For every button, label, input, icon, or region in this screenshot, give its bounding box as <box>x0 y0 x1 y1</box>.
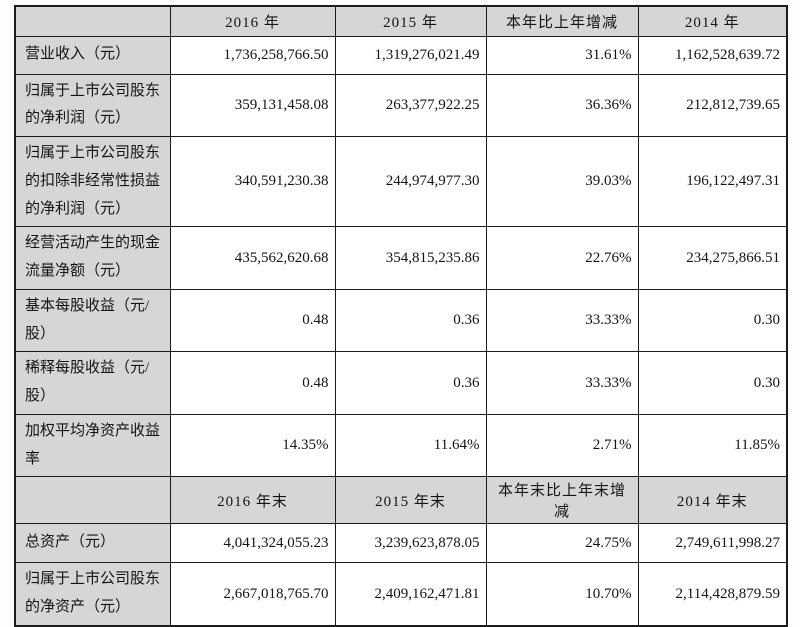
col-header-2015-end: 2015 年末 <box>334 476 487 525</box>
value-change: 33.33% <box>485 351 639 415</box>
value-2014: 212,812,739.65 <box>637 73 788 137</box>
value-change: 24.75% <box>485 523 639 564</box>
row-label: 基本每股收益（元/股） <box>14 288 171 353</box>
col-header-2015: 2015 年 <box>334 5 487 37</box>
table-row-diluted-eps: 稀释每股收益（元/股） 0.48 0.36 33.33% 0.30 <box>14 351 788 415</box>
value-2014: 1,162,528,639.72 <box>637 35 788 75</box>
row-label: 总资产（元） <box>14 523 171 564</box>
value-2014: 2,749,611,998.27 <box>637 523 788 564</box>
financial-summary-table: 2016 年 2015 年 本年比上年增减 2014 年 营业收入（元） 1,7… <box>14 5 788 627</box>
col-header-2014-end: 2014 年末 <box>637 476 788 525</box>
value-change: 22.76% <box>485 226 639 290</box>
value-2015: 2,409,162,471.81 <box>334 562 487 627</box>
row-label: 归属于上市公司股东的扣除非经常性损益的净利润（元） <box>14 135 171 228</box>
table-row-net-assets: 归属于上市公司股东的净资产（元） 2,667,018,765.70 2,409,… <box>14 562 788 627</box>
value-2015: 1,319,276,021.49 <box>334 35 487 75</box>
value-2016: 2,667,018,765.70 <box>169 562 336 627</box>
value-2014: 0.30 <box>637 351 788 415</box>
value-2016: 0.48 <box>169 288 336 353</box>
value-2014: 11.85% <box>637 413 788 478</box>
value-change: 10.70% <box>485 562 639 627</box>
value-2015: 3,239,623,878.05 <box>334 523 487 564</box>
row-label: 经营活动产生的现金流量净额（元） <box>14 226 171 290</box>
col-header-year-end-change: 本年末比上年末增减 <box>485 476 639 525</box>
value-2015: 0.36 <box>334 288 487 353</box>
value-2016: 14.35% <box>169 413 336 478</box>
value-2016: 340,591,230.38 <box>169 135 336 228</box>
value-2014: 196,122,497.31 <box>637 135 788 228</box>
value-2016: 1,736,258,766.50 <box>169 35 336 75</box>
table-row-net-profit: 归属于上市公司股东的净利润（元） 359,131,458.08 263,377,… <box>14 73 788 137</box>
col-header-yoy-change: 本年比上年增减 <box>485 5 639 37</box>
value-2015: 11.64% <box>334 413 487 478</box>
value-2015: 0.36 <box>334 351 487 415</box>
row-label: 归属于上市公司股东的净资产（元） <box>14 562 171 627</box>
table-row-weighted-avg-roe: 加权平均净资产收益率 14.35% 11.64% 2.71% 11.85% <box>14 413 788 478</box>
col-header-2016: 2016 年 <box>169 5 336 37</box>
table-row-operating-cash-flow: 经营活动产生的现金流量净额（元） 435,562,620.68 354,815,… <box>14 226 788 290</box>
value-2015: 354,815,235.86 <box>334 226 487 290</box>
value-2016: 359,131,458.08 <box>169 73 336 137</box>
row-label: 稀释每股收益（元/股） <box>14 351 171 415</box>
header-row-year-end: 2016 年末 2015 年末 本年末比上年末增减 2014 年末 <box>14 476 788 525</box>
table-row-net-profit-excl-nonrecurring: 归属于上市公司股东的扣除非经常性损益的净利润（元） 340,591,230.38… <box>14 135 788 228</box>
row-label: 归属于上市公司股东的净利润（元） <box>14 73 171 137</box>
value-2015: 263,377,922.25 <box>334 73 487 137</box>
table-row-basic-eps: 基本每股收益（元/股） 0.48 0.36 33.33% 0.30 <box>14 288 788 353</box>
value-2015: 244,974,977.30 <box>334 135 487 228</box>
col-header-2016-end: 2016 年末 <box>169 476 336 525</box>
value-change: 2.71% <box>485 413 639 478</box>
header-blank <box>14 5 171 37</box>
header-blank <box>14 476 171 525</box>
value-change: 33.33% <box>485 288 639 353</box>
value-2014: 234,275,866.51 <box>637 226 788 290</box>
value-change: 31.61% <box>485 35 639 75</box>
table-row-revenue: 营业收入（元） 1,736,258,766.50 1,319,276,021.4… <box>14 35 788 75</box>
value-change: 39.03% <box>485 135 639 228</box>
value-change: 36.36% <box>485 73 639 137</box>
value-2016: 0.48 <box>169 351 336 415</box>
row-label: 营业收入（元） <box>14 35 171 75</box>
col-header-2014: 2014 年 <box>637 5 788 37</box>
value-2016: 4,041,324,055.23 <box>169 523 336 564</box>
row-label: 加权平均净资产收益率 <box>14 413 171 478</box>
value-2016: 435,562,620.68 <box>169 226 336 290</box>
header-row-annual: 2016 年 2015 年 本年比上年增减 2014 年 <box>14 5 788 37</box>
value-2014: 0.30 <box>637 288 788 353</box>
table-row-total-assets: 总资产（元） 4,041,324,055.23 3,239,623,878.05… <box>14 523 788 564</box>
value-2014: 2,114,428,879.59 <box>637 562 788 627</box>
